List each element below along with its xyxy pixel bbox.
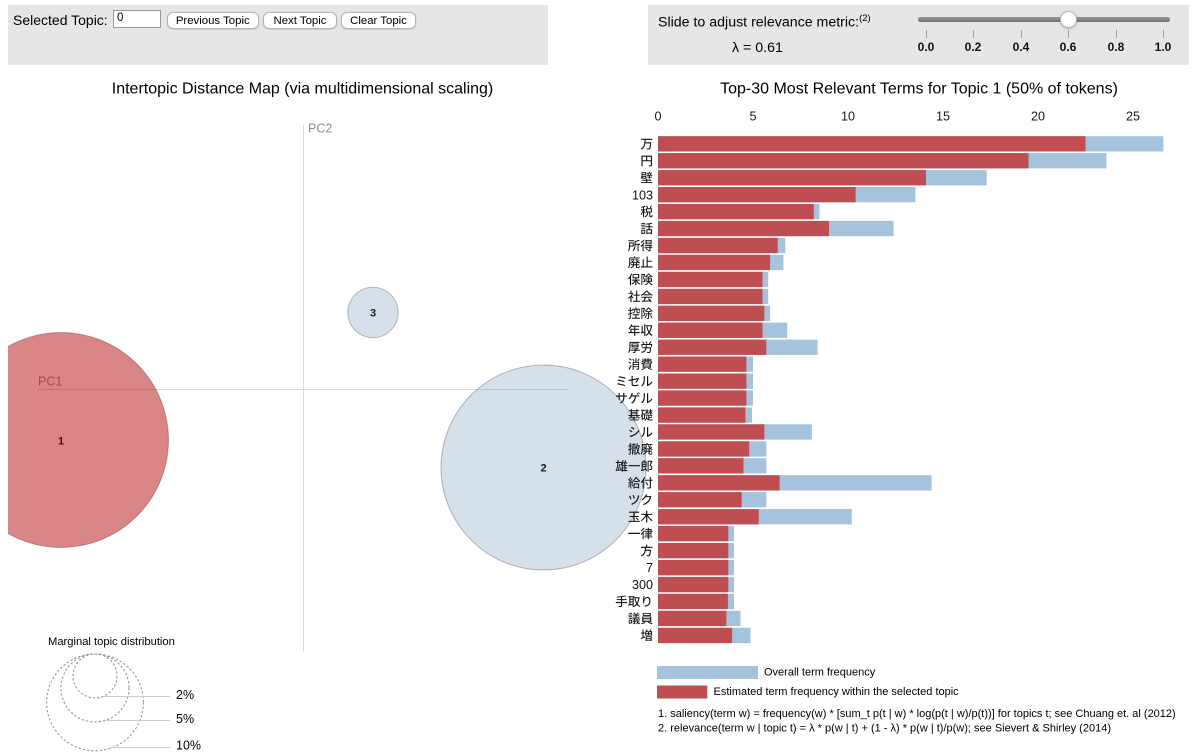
svg-text:1. saliency(term w) = frequenc: 1. saliency(term w) = frequency(w) * [su… bbox=[658, 708, 1176, 720]
svg-text:15: 15 bbox=[936, 110, 950, 124]
svg-text:Estimated term frequency withi: Estimated term frequency within the sele… bbox=[714, 686, 960, 698]
svg-text:7: 7 bbox=[646, 561, 653, 575]
svg-text:10%: 10% bbox=[176, 739, 201, 753]
svg-text:2: 2 bbox=[540, 463, 546, 475]
svg-text:2%: 2% bbox=[176, 688, 194, 702]
svg-text:Overall term frequency: Overall term frequency bbox=[764, 667, 876, 679]
svg-text:2. relevance(term w | topic t): 2. relevance(term w | topic t) = λ * p(w… bbox=[658, 723, 1111, 735]
svg-text:25: 25 bbox=[1126, 110, 1140, 124]
svg-text:103: 103 bbox=[632, 188, 653, 202]
svg-text:Intertopic Distance Map (via m: Intertopic Distance Map (via multidimens… bbox=[112, 80, 494, 97]
svg-text:Marginal topic distribution: Marginal topic distribution bbox=[48, 636, 175, 648]
svg-text:5%: 5% bbox=[176, 712, 194, 726]
svg-text:PC2: PC2 bbox=[308, 122, 332, 136]
svg-text:Top-30 Most Relevant Terms for: Top-30 Most Relevant Terms for Topic 1 (… bbox=[720, 80, 1118, 97]
svg-text:3: 3 bbox=[370, 308, 376, 320]
svg-text:10: 10 bbox=[841, 110, 855, 124]
svg-text:300: 300 bbox=[632, 578, 653, 592]
svg-text:20: 20 bbox=[1031, 110, 1045, 124]
svg-text:0: 0 bbox=[654, 110, 661, 124]
svg-text:5: 5 bbox=[749, 110, 756, 124]
